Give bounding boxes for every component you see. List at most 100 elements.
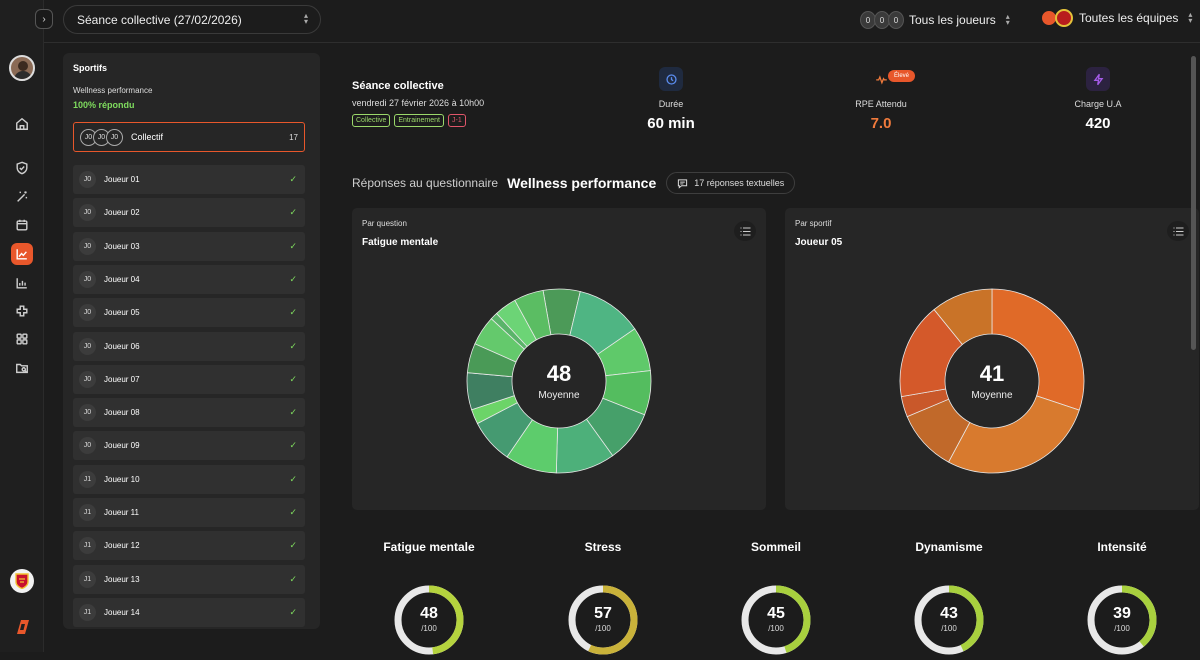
player-avatar: J0 [79,370,96,388]
player-row[interactable]: J0 Joueur 06 ✓ [73,331,305,361]
player-name: Joueur 13 [104,574,140,584]
plus-cross-icon[interactable] [11,300,33,322]
shield-icon[interactable] [11,157,33,179]
left-rail [0,0,44,652]
gauge-denominator: /100 [1114,624,1130,633]
check-icon: ✓ [289,573,297,584]
player-row[interactable]: J0 Joueur 07 ✓ [73,364,305,394]
player-name: Joueur 05 [104,308,140,318]
list-menu-button[interactable] [1167,221,1189,241]
check-icon: ✓ [289,440,297,451]
player-name: Joueur 11 [104,508,139,517]
gauge-denominator: /100 [421,624,437,633]
home-icon[interactable] [11,113,33,135]
player-row[interactable]: J1 Joueur 14 ✓ [73,597,305,627]
check-icon: ✓ [289,373,297,384]
player-row[interactable]: J0 Joueur 02 ✓ [73,198,305,228]
text-responses-button[interactable]: 17 réponses textuelles [666,172,796,194]
list-icon [740,226,750,236]
gauge-denominator: /100 [941,624,957,633]
chat-icon [678,178,688,189]
questionnaire-name: Wellness performance [73,86,153,95]
text-responses-label: 17 réponses textuelles [694,178,785,188]
player-avatar: 0 [888,11,904,29]
collectif-row[interactable]: J0 J0 J0 Collectif 17 [73,122,305,152]
questionnaire-title: Wellness performance [507,175,657,191]
metric-title: Stress [533,540,673,554]
metric-label: Dynamisme [915,540,983,554]
player-avatar: J1 [79,504,96,521]
gauge-ring [394,585,464,655]
chevron-right-icon: › [42,13,46,25]
sportifs-panel: Sportifs Wellness performance 100% répon… [63,53,320,629]
expand-sidebar-button[interactable]: › [35,9,53,29]
donut-center-value: 41 [979,361,1005,386]
donut-segment[interactable] [947,395,1080,474]
chevron-updown-icon: ▴ ▾ [1005,12,1010,27]
session-select[interactable]: Séance collective (27/02/2026) ▴ ▾ [63,5,321,34]
player-avatar: J0 [79,304,96,322]
donut-segment[interactable] [991,288,1085,411]
check-icon: ✓ [289,273,297,284]
player-row[interactable]: J0 Joueur 01 ✓ [73,165,305,194]
session-select-value: Séance collective (27/02/2026) [77,12,242,27]
player-row[interactable]: J0 Joueur 03 ✓ [73,231,305,261]
gauge-denominator: /100 [595,624,611,633]
player-row[interactable]: J1 Joueur 12 ✓ [73,531,305,561]
gauge-fill [914,585,984,655]
player-row[interactable]: J0 Joueur 05 ✓ [73,298,305,328]
donut-svg [899,288,1085,474]
athlete-donut-chart: 41 Moyenne [899,288,1085,474]
metric-gauge: 48/100 [394,585,464,655]
player-row[interactable]: J1 Joueur 10 ✓ [73,464,305,494]
club-logo[interactable] [10,569,34,593]
donut-segment[interactable] [933,288,993,346]
player-row[interactable]: J0 Joueur 09 ✓ [73,431,305,461]
player-name: Joueur 10 [104,474,140,484]
session-header: Séance collective vendredi 27 février 20… [352,80,484,127]
player-name: Joueur 04 [104,274,140,284]
bar-chart-icon[interactable] [11,272,33,294]
teams-filter-label: Toutes les équipes [1079,11,1179,25]
collectif-avatars: J0 J0 J0 [80,128,123,146]
calendar-icon[interactable] [11,214,33,236]
session-tag: Entrainement [394,114,444,127]
player-row[interactable]: J1 Joueur 11 ✓ [73,498,305,527]
folder-search-icon[interactable] [11,357,33,379]
stat-label: Charge U.A [1074,99,1122,109]
team-logo [1055,9,1073,27]
wand-icon[interactable] [11,186,33,208]
questionnaire-prefix: Réponses au questionnaire [352,176,499,190]
trend-chart-icon[interactable] [11,243,33,265]
metric-label: Fatigue mentale [383,540,475,554]
players-filter-label: Tous les joueurs [909,13,996,27]
player-row[interactable]: J0 Joueur 04 ✓ [73,264,305,294]
player-avatar: J1 [79,470,96,488]
teams-filter[interactable]: Toutes les équipes ▴ ▾ [1040,9,1192,27]
player-avatar: J0 [79,404,96,422]
player-row[interactable]: J0 Joueur 08 ✓ [73,398,305,428]
gauge-ring [914,585,984,655]
gauge-value: 39 [1113,605,1131,622]
grid-icon[interactable] [11,328,33,350]
check-icon: ✓ [289,540,297,551]
user-avatar[interactable] [9,55,35,81]
metric-gauge: 57/100 [568,585,638,655]
player-name: Joueur 03 [104,241,140,251]
donut-segment[interactable] [514,289,552,341]
player-avatar: J0 [79,204,96,222]
scrollbar[interactable] [1191,56,1196,350]
clock-icon [659,67,683,91]
check-icon: ✓ [289,407,297,418]
players-filter[interactable]: 0 0 0 Tous les joueurs ▴ ▾ [860,10,1010,30]
player-name: Joueur 07 [104,374,140,384]
list-menu-button[interactable] [734,221,756,241]
donut-center-value: 48 [546,361,572,386]
metric-label: Stress [584,540,622,554]
athlete-card: Par sportif Joueur 05 41 Moyenne [785,208,1199,510]
session-tags: Collective Entrainement J-1 [352,114,484,127]
player-row[interactable]: J1 Joueur 13 ✓ [73,564,305,594]
metric-title: Dynamisme [879,540,1019,554]
donut-center: 41 Moyenne [899,288,1085,474]
player-avatar: J0 [79,337,96,355]
